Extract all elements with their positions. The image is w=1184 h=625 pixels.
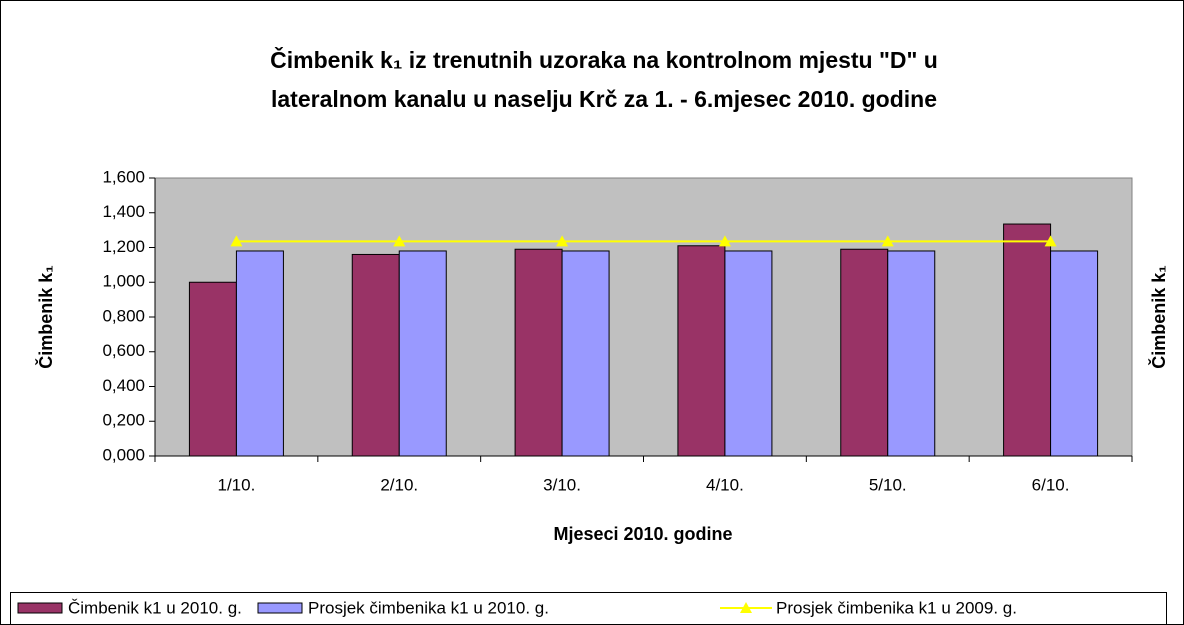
legend-label: Prosjek čimbenika k1 u 2009. g.	[776, 598, 1017, 617]
bar	[398, 250, 447, 457]
bar	[887, 250, 936, 457]
bar	[351, 253, 400, 457]
bar	[840, 248, 889, 457]
line-marker	[881, 235, 894, 247]
chart-title: lateralnom kanalu u naselju Krč za 1. - …	[271, 86, 937, 112]
bar	[1050, 250, 1099, 457]
y-tick-label: 1,200	[102, 237, 145, 256]
line-marker	[740, 602, 752, 613]
bar	[188, 281, 237, 457]
legend-swatch	[17, 602, 63, 614]
x-tick-label: 4/10.	[706, 475, 744, 494]
y-tick-label: 1,000	[102, 272, 145, 291]
legend-swatch	[257, 602, 303, 614]
y-tick-label: 0,600	[102, 341, 145, 360]
y-tick-label: 0,000	[102, 445, 145, 464]
y-tick-label: 1,400	[102, 202, 145, 221]
bar	[724, 250, 773, 457]
y-tick-label: 0,800	[102, 306, 145, 325]
legend-box	[10, 592, 1167, 625]
x-axis-label: Mjeseci 2010. godine	[553, 524, 732, 544]
line-marker	[230, 235, 243, 247]
legend-label: Čimbenik k1 u 2010. g.	[68, 598, 242, 617]
line-marker	[718, 235, 731, 247]
line-marker	[1044, 235, 1057, 247]
chart-title: Čimbenik k₁ iz trenutnih uzoraka na kont…	[270, 46, 938, 73]
y-axis-label: Čimbenik k₁	[35, 265, 56, 368]
x-tick-label: 5/10.	[869, 475, 907, 494]
y-tick-label: 0,200	[102, 411, 145, 430]
bar	[561, 250, 610, 457]
y-tick-label: 0,400	[102, 376, 145, 395]
bar	[677, 245, 726, 457]
x-tick-label: 3/10.	[543, 475, 581, 494]
bar	[235, 250, 284, 457]
y-tick-label: 1,600	[102, 167, 145, 186]
y2-axis-label: Čimbenik k₁	[1148, 265, 1169, 368]
line-marker	[393, 235, 406, 247]
x-tick-label: 1/10.	[218, 475, 256, 494]
x-tick-label: 2/10.	[380, 475, 418, 494]
line-marker	[556, 235, 569, 247]
bar	[514, 248, 563, 457]
bar	[1003, 223, 1052, 457]
plot-area	[154, 177, 1133, 457]
legend-label: Prosjek čimbenika k1 u 2010. g.	[308, 598, 549, 617]
x-tick-label: 6/10.	[1032, 475, 1070, 494]
